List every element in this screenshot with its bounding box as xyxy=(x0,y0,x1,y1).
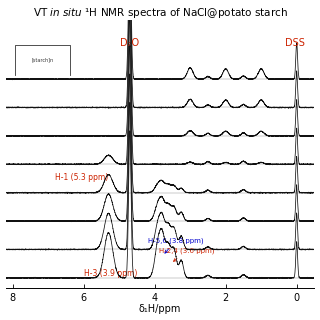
Text: H-5,6 (3.8 ppm): H-5,6 (3.8 ppm) xyxy=(148,237,204,253)
Text: H-1 (5.3 ppm): H-1 (5.3 ppm) xyxy=(55,173,108,182)
Text: D₂O: D₂O xyxy=(120,38,140,48)
Text: H-2,4 (3.6 ppm): H-2,4 (3.6 ppm) xyxy=(159,247,214,261)
Text: DSS: DSS xyxy=(285,38,305,48)
Text: H-3 (3.9 ppm): H-3 (3.9 ppm) xyxy=(84,269,137,278)
Title: VT $\it{in\ situ}$ ¹H NMR spectra of NaCl@potato starch: VT $\it{in\ situ}$ ¹H NMR spectra of NaC… xyxy=(33,5,287,20)
X-axis label: δ₁H/ppm: δ₁H/ppm xyxy=(139,304,181,315)
